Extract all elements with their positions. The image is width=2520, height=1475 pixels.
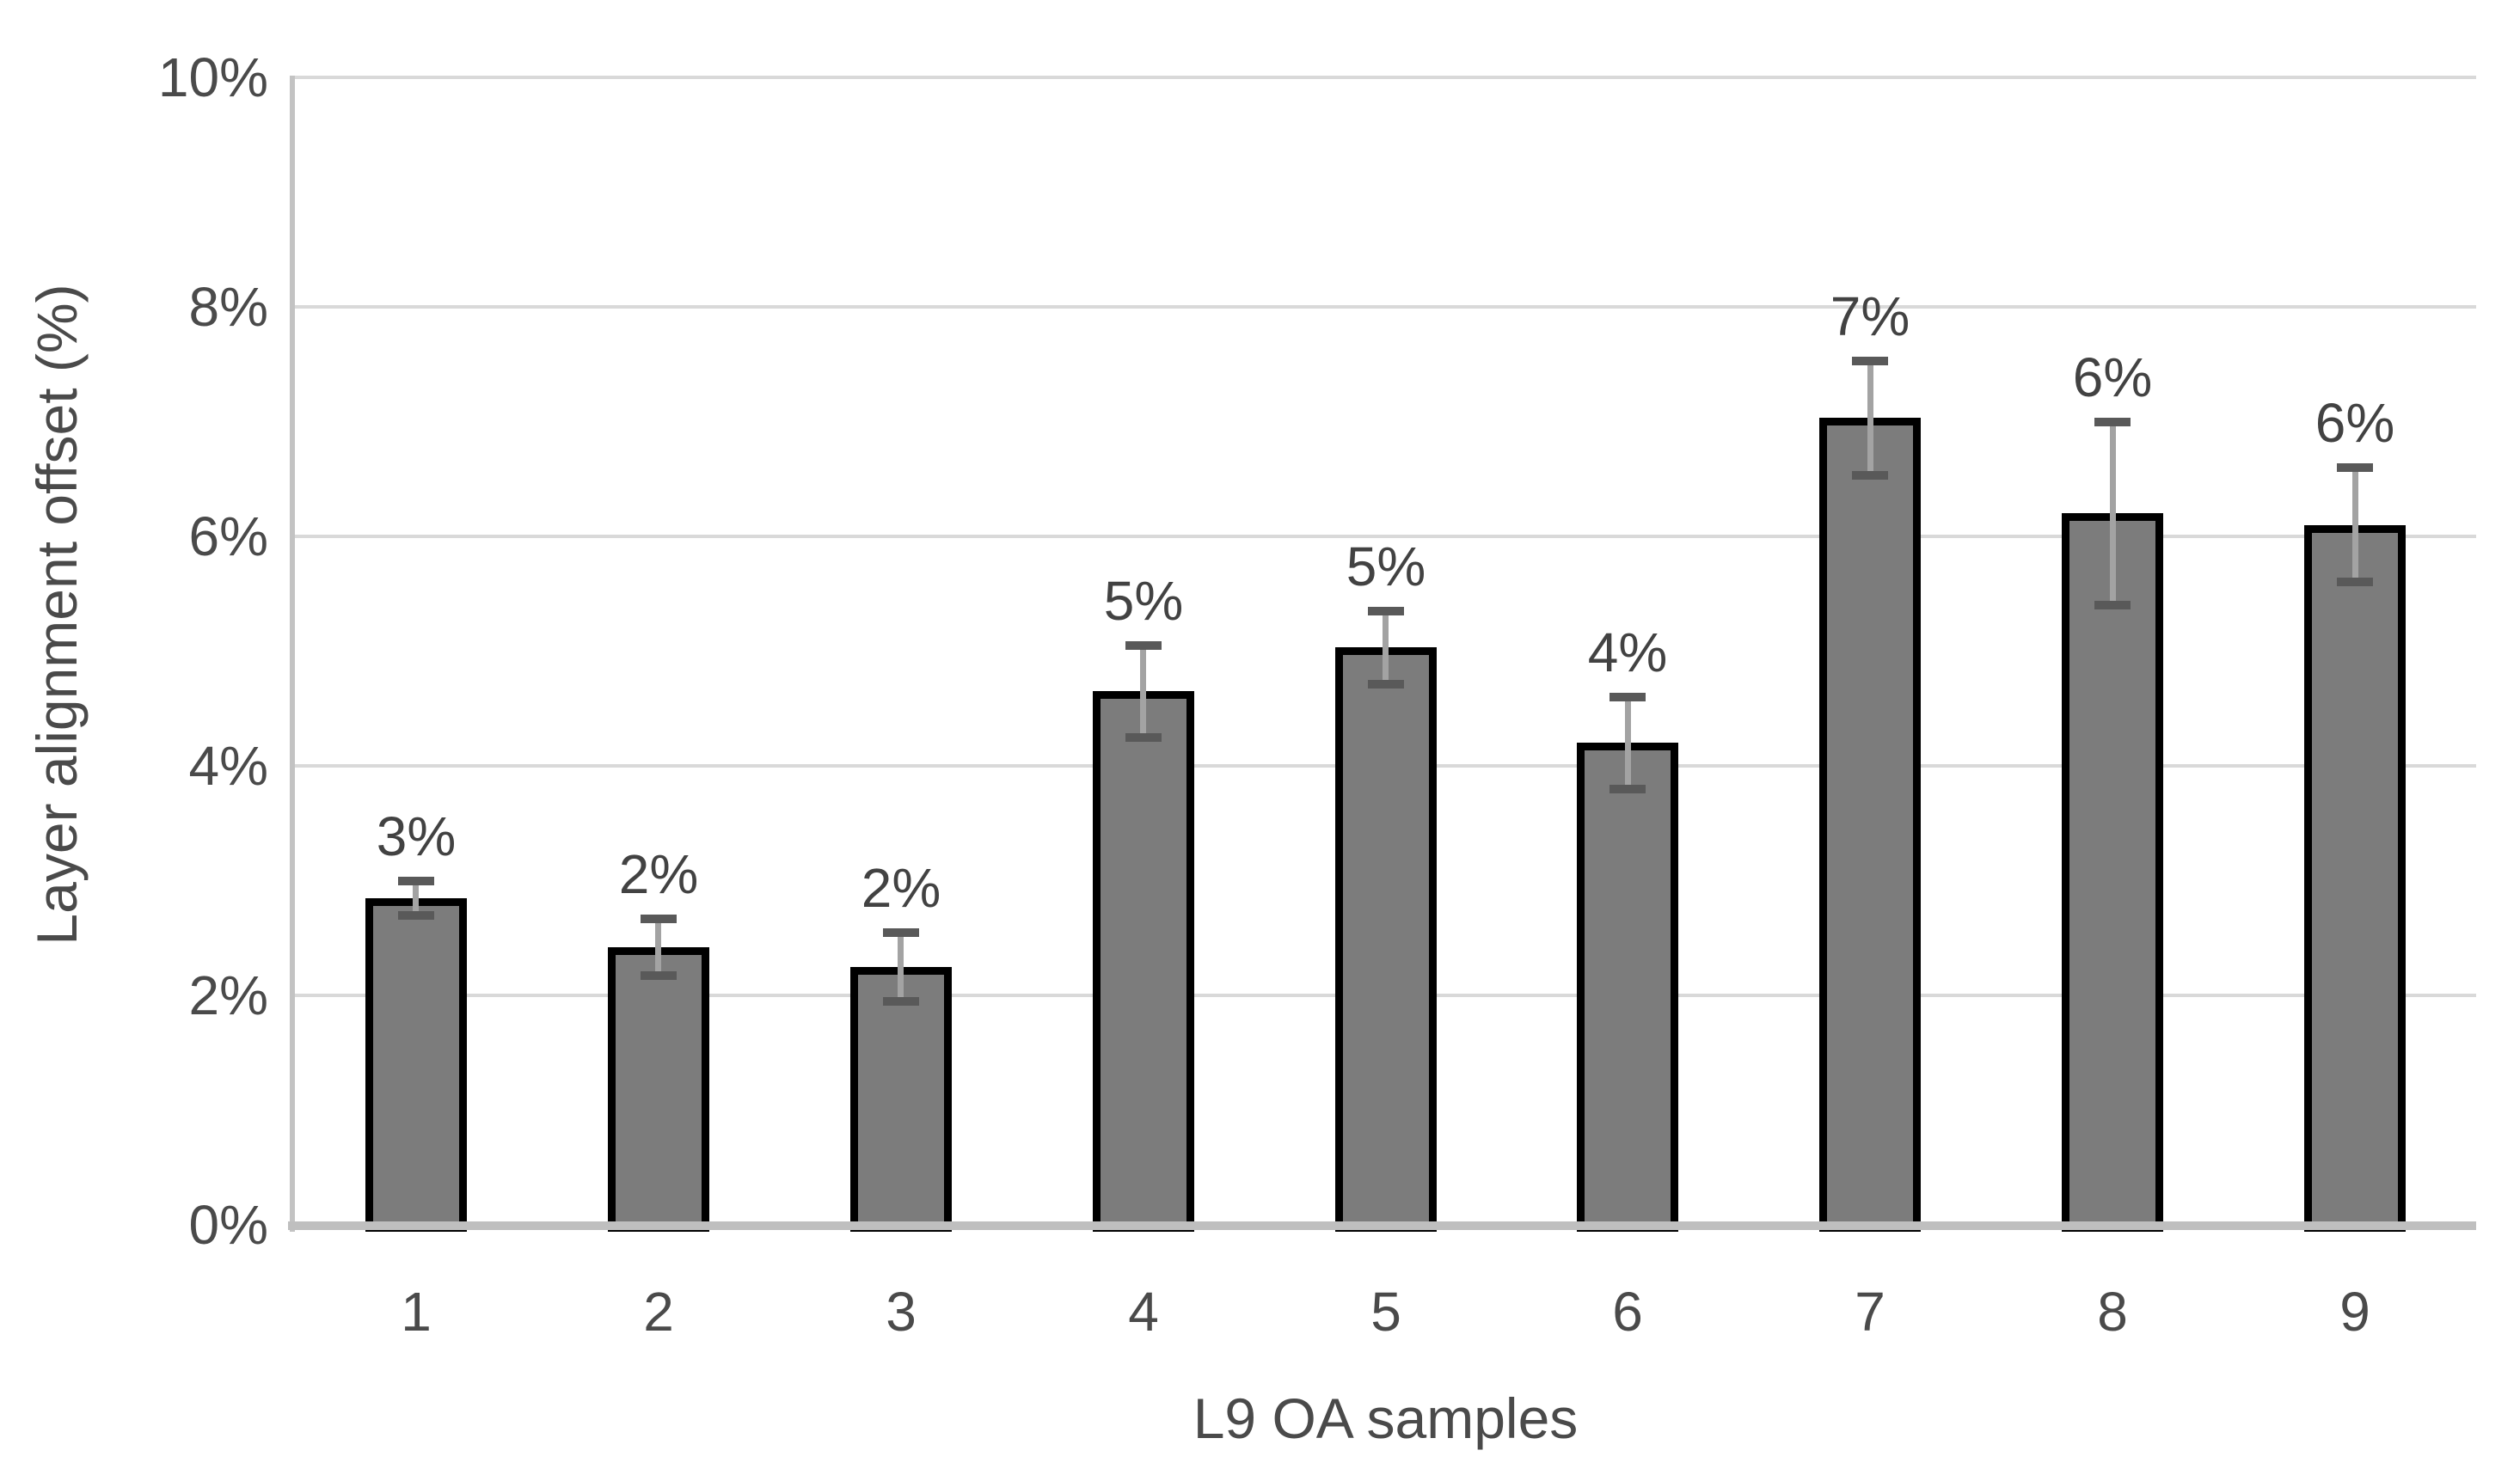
x-axis-title: L9 OA samples — [1193, 1386, 1579, 1450]
bar — [608, 947, 709, 1232]
error-bar-cap-top — [1852, 357, 1888, 365]
data-label: 7% — [1830, 285, 1910, 347]
error-bar-cap-bottom — [1125, 733, 1162, 742]
data-label: 2% — [861, 857, 941, 919]
data-label: 2% — [618, 843, 699, 905]
error-bar-cap-top — [398, 877, 434, 885]
error-bar-line — [1625, 697, 1631, 789]
y-tick-label: 0% — [188, 1194, 269, 1256]
error-bar-cap-top — [641, 915, 677, 923]
y-axis-title: Layer alignment offset (%) — [25, 284, 89, 946]
error-bar-line — [2110, 422, 2116, 606]
x-tick-label: 9 — [2339, 1281, 2370, 1343]
y-tick-label: 10% — [157, 46, 268, 108]
data-label: 3% — [376, 805, 457, 867]
x-tick-label: 3 — [886, 1281, 917, 1343]
error-bar-line — [1383, 611, 1389, 684]
error-bar-line — [413, 881, 419, 915]
x-axis-line — [288, 1221, 2476, 1230]
error-bar-cap-top — [2337, 463, 2373, 472]
error-bar-cap-bottom — [883, 997, 919, 1006]
gridline — [295, 76, 2476, 79]
error-bar-cap-top — [1125, 641, 1162, 650]
bar — [2304, 525, 2406, 1232]
error-bar-cap-bottom — [1368, 680, 1404, 689]
error-bar-line — [898, 933, 904, 1001]
y-tick-label: 2% — [188, 964, 269, 1026]
error-bar-cap-bottom — [641, 971, 677, 980]
error-bar-cap-top — [1609, 693, 1646, 701]
data-label: 6% — [2072, 346, 2153, 408]
y-tick-label: 6% — [188, 505, 269, 567]
x-tick-label: 7 — [1855, 1281, 1885, 1343]
bar — [850, 967, 952, 1232]
x-tick-label: 5 — [1370, 1281, 1401, 1343]
bar — [1093, 691, 1194, 1232]
bar — [1335, 647, 1437, 1232]
error-bar-cap-bottom — [398, 911, 434, 920]
x-tick-label: 4 — [1128, 1281, 1159, 1343]
bar — [2062, 513, 2163, 1232]
plot-border-left — [290, 76, 295, 1232]
data-label: 6% — [2315, 392, 2395, 454]
data-label: 5% — [1346, 536, 1426, 597]
error-bar-cap-bottom — [2094, 601, 2131, 609]
data-label: 4% — [1587, 621, 1668, 683]
x-tick-label: 1 — [401, 1281, 432, 1343]
error-bar-cap-top — [2094, 418, 2131, 426]
error-bar-cap-bottom — [1852, 471, 1888, 480]
gridline — [295, 535, 2476, 538]
error-bar-line — [1867, 361, 1873, 476]
error-bar-line — [1140, 646, 1146, 738]
bar — [1577, 743, 1678, 1232]
error-bar-line — [2352, 468, 2358, 583]
error-bar-cap-bottom — [2337, 578, 2373, 586]
error-bar-line — [655, 919, 661, 976]
x-tick-label: 2 — [643, 1281, 674, 1343]
error-bar-cap-bottom — [1609, 785, 1646, 793]
gridline — [295, 305, 2476, 309]
error-bar-cap-top — [1368, 607, 1404, 615]
bar — [365, 898, 467, 1232]
x-tick-label: 6 — [1612, 1281, 1643, 1343]
bar — [1819, 418, 1921, 1232]
error-bar-cap-top — [883, 928, 919, 937]
x-tick-label: 8 — [2097, 1281, 2128, 1343]
y-tick-label: 8% — [188, 276, 269, 338]
y-tick-label: 4% — [188, 735, 269, 797]
data-label: 5% — [1103, 570, 1184, 632]
